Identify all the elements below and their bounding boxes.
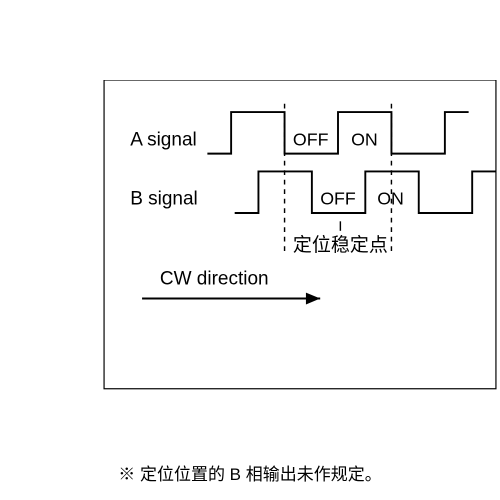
stable-point-label: 定位稳定点: [293, 234, 388, 256]
footnote-text: ※ 定位位置的 B 相输出未作规定。: [85, 460, 415, 485]
state-label: OFF: [320, 189, 356, 209]
timing-diagram-svg: A signal OFF ON B signal OFF ON 定位稳定点 CW direct…: [85, 80, 500, 460]
timing-diagram-panel: A signal OFF ON B signal OFF ON 定位稳定点 CW direct…: [85, 80, 415, 420]
signal-label: B signal: [130, 189, 198, 210]
cw-direction-label: CW direction: [160, 268, 269, 289]
state-label: OFF: [293, 129, 329, 149]
state-label: ON: [351, 129, 378, 149]
signal-label: A signal: [130, 129, 197, 150]
state-label: ON: [377, 189, 404, 209]
